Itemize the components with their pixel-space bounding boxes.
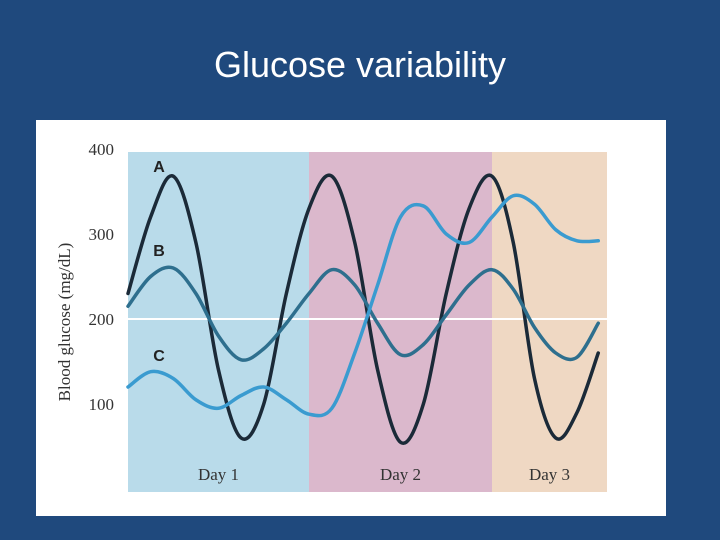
series-label-c: C	[153, 348, 165, 365]
series-b-line	[126, 265, 600, 362]
region-day-2	[309, 152, 492, 492]
y-tick-label: 100	[89, 395, 115, 414]
y-tick-label: 300	[89, 225, 115, 244]
y-axis-label: Blood glucose (mg/dL)	[55, 243, 74, 402]
series-label-b: B	[153, 243, 165, 260]
day-label-1: Day 1	[198, 465, 239, 484]
glucose-chart: 100 200 300 400 Blood glucose (mg/dL) Day 1 Da…	[55, 140, 607, 492]
day-label-3: Day 3	[529, 465, 570, 484]
slide-title: Glucose variability	[213, 44, 507, 85]
region-day-3	[492, 152, 607, 492]
chart-panel: 100 200 300 400 Blood glucose (mg/dL) Day 1 Da…	[36, 120, 666, 516]
series-label-a: A	[153, 159, 165, 176]
day-label-2: Day 2	[380, 465, 421, 484]
y-tick-label: 400	[89, 140, 115, 159]
series-c-line	[126, 193, 600, 418]
y-tick-label: 200	[89, 310, 115, 329]
